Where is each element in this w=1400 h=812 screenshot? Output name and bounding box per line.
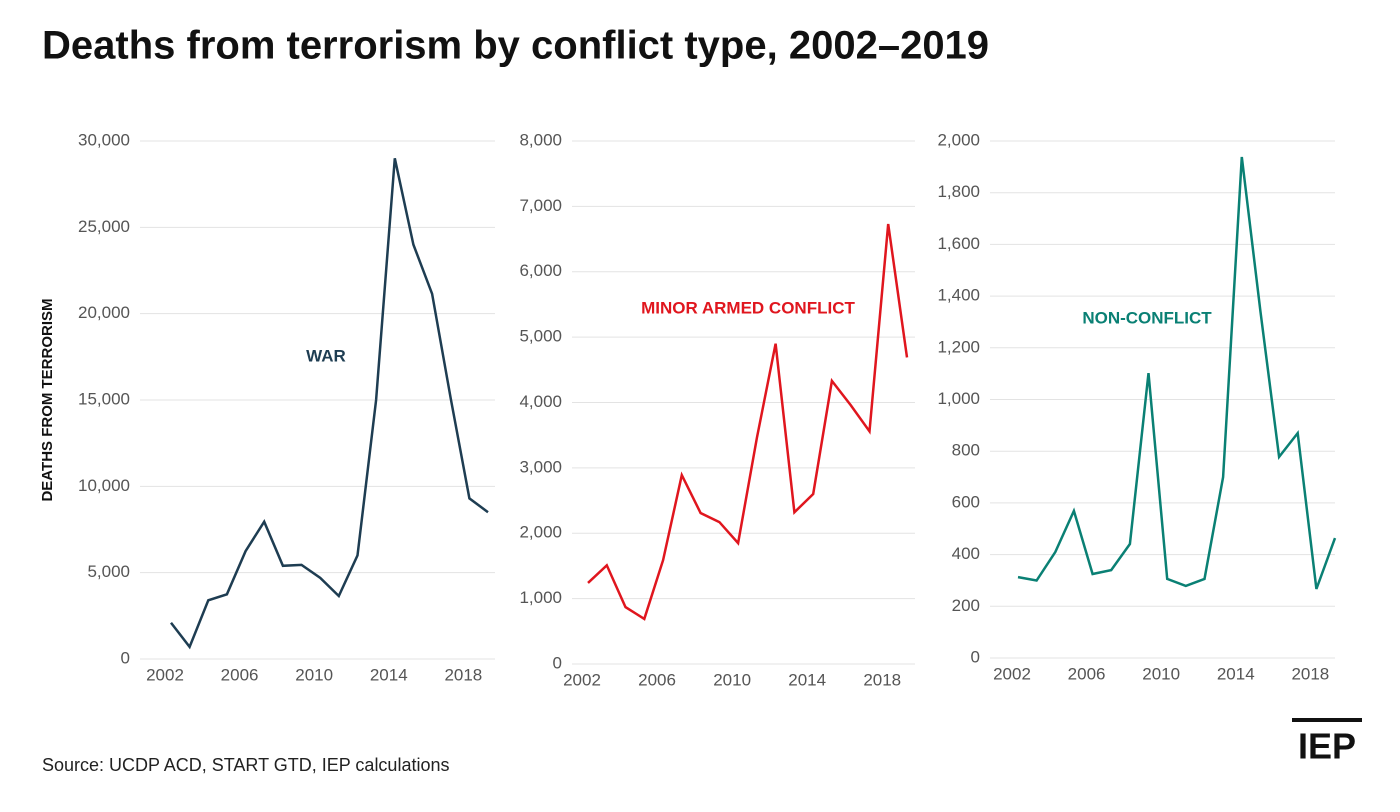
x-tick-label: 2014: [1217, 664, 1255, 683]
x-tick-label: 2002: [146, 665, 184, 684]
y-tick-label: 1,800: [937, 182, 980, 201]
y-axis-label: DEATHS FROM TERRORISM: [39, 298, 56, 501]
y-tick-label: 4,000: [519, 392, 562, 411]
x-tick-label: 2010: [713, 670, 751, 689]
chart-title: Deaths from terrorism by conflict type, …: [42, 24, 989, 68]
annotation: NON-CONFLICT: [1082, 308, 1212, 327]
y-tick-label: 1,200: [937, 337, 980, 356]
y-tick-label: 10,000: [78, 476, 130, 495]
x-tick-label: 2018: [444, 665, 482, 684]
y-tick-label: 1,000: [937, 389, 980, 408]
y-tick-label: 1,400: [937, 286, 980, 305]
y-tick-label: 25,000: [78, 217, 130, 236]
y-tick-label: 200: [952, 596, 980, 615]
x-tick-label: 2014: [370, 665, 408, 684]
line-series: [1017, 156, 1337, 590]
y-tick-label: 5,000: [87, 562, 130, 581]
y-tick-label: 15,000: [78, 389, 130, 408]
y-tick-label: 2,000: [937, 130, 980, 149]
y-tick-label: 0: [971, 647, 980, 666]
y-tick-label: 8,000: [519, 130, 562, 149]
line-series: [587, 223, 909, 621]
y-tick-label: 600: [952, 492, 980, 511]
source: Source: UCDP ACD, START GTD, IEP calcula…: [42, 755, 449, 775]
x-tick-label: 2010: [295, 665, 333, 684]
x-tick-label: 2006: [221, 665, 259, 684]
x-tick-label: 2010: [1142, 664, 1180, 683]
annotation: WAR: [306, 346, 346, 365]
annotation: MINOR ARMED CONFLICT: [641, 298, 855, 317]
logo: IEP: [1298, 726, 1356, 767]
y-tick-label: 0: [121, 648, 130, 667]
x-tick-label: 2002: [563, 670, 601, 689]
x-tick-label: 2018: [863, 670, 901, 689]
x-tick-label: 2014: [788, 670, 826, 689]
x-tick-label: 2006: [638, 670, 676, 689]
y-tick-label: 800: [952, 441, 980, 460]
x-tick-label: 2006: [1068, 664, 1106, 683]
y-tick-label: 20,000: [78, 303, 130, 322]
x-tick-label: 2002: [993, 664, 1031, 683]
x-tick-label: 2018: [1291, 664, 1329, 683]
y-tick-label: 7,000: [519, 196, 562, 215]
y-tick-label: 1,600: [937, 234, 980, 253]
y-tick-label: 2,000: [519, 523, 562, 542]
y-tick-label: 400: [952, 544, 980, 563]
y-tick-label: 6,000: [519, 261, 562, 280]
y-tick-label: 5,000: [519, 327, 562, 346]
y-tick-label: 3,000: [519, 457, 562, 476]
y-tick-label: 1,000: [519, 588, 562, 607]
line-series: [170, 158, 489, 650]
y-tick-label: 30,000: [78, 130, 130, 149]
y-tick-label: 0: [553, 653, 562, 672]
